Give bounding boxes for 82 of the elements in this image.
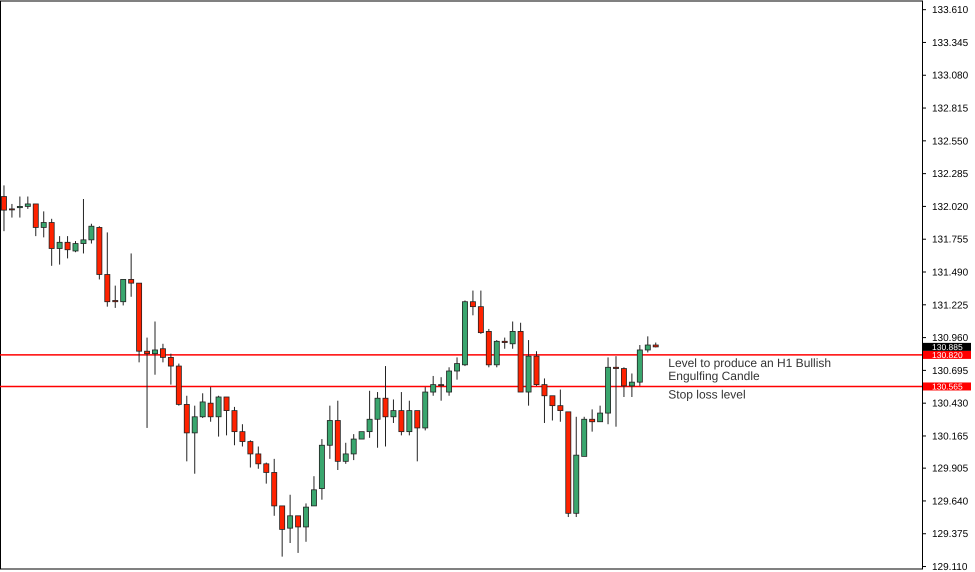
- ref-line-label: Stop loss level: [668, 387, 746, 402]
- candlestick: [628, 372, 635, 398]
- candlestick: [295, 515, 302, 554]
- candlestick: [32, 203, 39, 237]
- candlestick: [287, 494, 294, 544]
- y-tick-label: 129.110: [932, 562, 968, 572]
- candlestick: [279, 505, 286, 558]
- y-tick-label: 130.695: [932, 366, 969, 377]
- candlestick: [414, 410, 420, 462]
- candlestick: [430, 375, 436, 396]
- candlestick: [494, 340, 500, 368]
- y-tick-label: 129.375: [932, 529, 969, 540]
- text: 130.565: [932, 381, 963, 392]
- candlestick: [128, 252, 134, 298]
- y-tick-label: 130.960: [932, 333, 969, 344]
- candlestick: [8, 203, 15, 218]
- candlestick: [620, 366, 627, 398]
- y-tick-label: 131.490: [932, 268, 969, 279]
- candlestick: [382, 366, 388, 447]
- candlestick: [390, 398, 396, 424]
- candlestick: [589, 408, 596, 432]
- candlestick: [160, 343, 166, 363]
- candlestick: [56, 236, 63, 266]
- candlestick: [40, 210, 47, 238]
- candlestick: [311, 476, 317, 506]
- y-tick-label: 133.345: [932, 38, 969, 49]
- candlestick: [64, 236, 71, 259]
- candlestick: [168, 353, 174, 386]
- candlestick: [366, 390, 373, 438]
- candlestick: [454, 356, 460, 380]
- candlestick: [350, 434, 357, 461]
- candlestick: [152, 321, 158, 376]
- candlestick: [208, 386, 214, 422]
- candlestick: [239, 424, 246, 447]
- y-tick-label: 132.815: [932, 104, 969, 115]
- candlestick: [549, 395, 556, 422]
- candlestick: [470, 290, 476, 316]
- candlestick: [144, 337, 150, 428]
- candlestick: [72, 240, 78, 253]
- y-tick-label: 130.165: [932, 431, 969, 442]
- candlestick: [613, 356, 619, 428]
- candlestick: [224, 396, 230, 436]
- ref-line-label: Level to produce an H1 Bullish Engulfing Candle: [668, 356, 832, 383]
- candlestick: [216, 395, 222, 438]
- candlestick: [557, 389, 564, 422]
- y-tick-label: 132.550: [932, 136, 969, 148]
- candlestick: [255, 446, 262, 470]
- candlestick: [446, 366, 452, 396]
- y-tick-label: 132.020: [932, 202, 969, 213]
- candlestick: [200, 392, 206, 419]
- y-tick-label: 133.610: [932, 5, 969, 16]
- candlestick: [1, 184, 7, 232]
- y-tick-label: 133.080: [932, 70, 969, 82]
- y-tick-label: 131.755: [932, 234, 969, 246]
- candlestick: [398, 392, 404, 436]
- candlestick: [510, 321, 516, 350]
- candlestick: [542, 378, 548, 424]
- candlestick: [247, 440, 254, 468]
- candlestick: [342, 442, 349, 464]
- candlestick: [374, 392, 380, 448]
- candlestick: [232, 406, 238, 446]
- candlestick: [80, 198, 86, 254]
- text: 130.820: [932, 350, 963, 360]
- y-tick-label: 130.430: [932, 398, 969, 410]
- candlestick: [112, 285, 118, 308]
- y-tick-label: 129.640: [932, 496, 969, 508]
- candlestick: [438, 376, 444, 402]
- candlestick: [644, 336, 651, 353]
- candlestick: [24, 196, 31, 210]
- candlestick: [502, 337, 508, 350]
- candlestick: [192, 405, 198, 474]
- candlestick: [88, 223, 94, 244]
- text: 130.885: [932, 342, 963, 352]
- candlestick: [120, 278, 126, 306]
- y-tick-label: 129.905: [932, 464, 969, 475]
- candlestick: [16, 196, 23, 218]
- candlestick: [406, 400, 412, 436]
- candlestick: [263, 462, 270, 484]
- candlestick: [597, 405, 604, 422]
- y-tick-label: 131.225: [932, 300, 969, 312]
- y-tick-label: 132.285: [932, 169, 969, 180]
- candlestick: [303, 502, 309, 542]
